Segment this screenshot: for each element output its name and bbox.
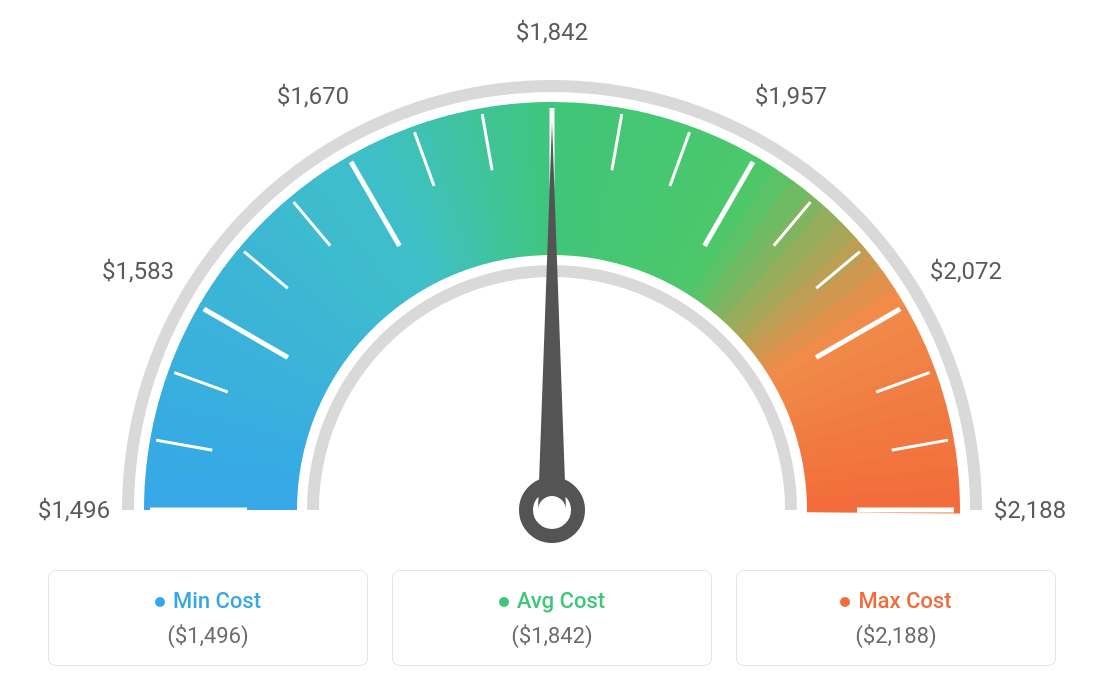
legend-label-row: Min Cost [61,589,355,614]
dot-avg [499,597,509,607]
dot-min [155,597,165,607]
legend-label-max: Max Cost [858,589,951,614]
gauge-tick-label: $1,670 [277,82,349,110]
legend-label-min: Min Cost [173,589,261,614]
legend-value-max: ($2,188) [749,624,1043,649]
legend-value-min: ($1,496) [61,624,355,649]
legend-card-max: Max Cost ($2,188) [736,570,1056,666]
gauge-svg: $1,496 $1,583 $1,670 $1,842 $1,957 $2,072 $2,1… [0,0,1104,560]
legend-card-min: Min Cost ($1,496) [48,570,368,666]
gauge-tick-label: $1,957 [755,82,827,110]
legend-label-row: Avg Cost [405,589,699,614]
legend-label-row: Max Cost [749,589,1043,614]
legend-row: Min Cost ($1,496) Avg Cost ($1,842) Max … [0,570,1104,666]
gauge-tick-label: $2,188 [994,496,1066,524]
legend-value-avg: ($1,842) [405,624,699,649]
gauge-chart: $1,496 $1,583 $1,670 $1,842 $1,957 $2,072 $2,1… [0,0,1104,560]
gauge-tick-label: $1,496 [38,496,110,524]
gauge-tick-label: $1,583 [102,257,174,285]
gauge-tick-label: $1,842 [516,18,588,46]
legend-card-avg: Avg Cost ($1,842) [392,570,712,666]
gauge-tick-label: $2,072 [930,257,1002,285]
gauge-needle-hub-hole [538,496,566,524]
dot-max [840,597,850,607]
legend-label-avg: Avg Cost [517,589,605,614]
